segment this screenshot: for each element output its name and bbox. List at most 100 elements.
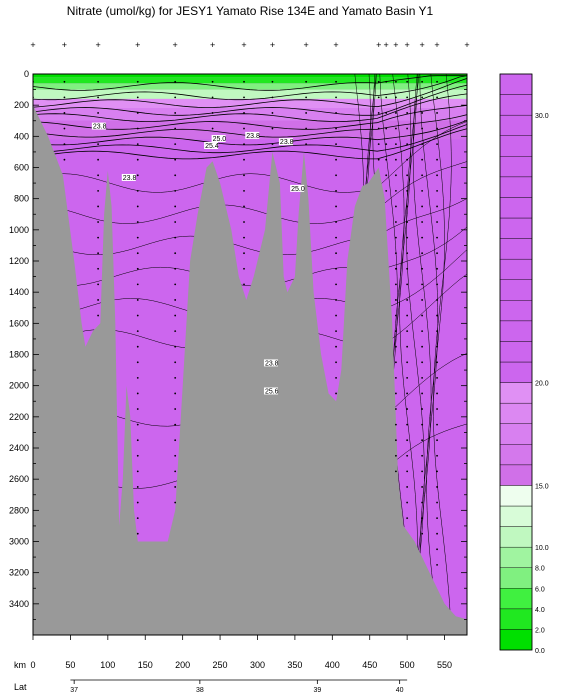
x-tick-label: 150	[138, 660, 153, 670]
colorbar-segment	[499, 361, 533, 383]
station-plus: +	[419, 40, 424, 50]
sample-dot	[436, 454, 438, 457]
sample-dot	[385, 189, 388, 192]
sample-dot	[470, 455, 472, 457]
contour-label: 23.8	[245, 131, 260, 140]
sample-dot	[335, 96, 337, 99]
sample-dot	[136, 361, 139, 364]
sample-dot	[136, 143, 139, 146]
sample-dot	[63, 96, 66, 99]
y-tick-label: 2200	[9, 412, 29, 422]
sample-dot	[470, 377, 472, 379]
sample-dot	[436, 486, 438, 488]
lat-tick-label: 38	[196, 687, 204, 694]
contour-label-bg	[204, 142, 219, 150]
sample-dot	[335, 174, 337, 177]
sample-dot	[395, 330, 397, 333]
sample-dot	[470, 486, 472, 488]
colorbar-label: 20.0	[535, 381, 549, 388]
x-tick-label: 100	[100, 660, 115, 670]
sample-dot	[421, 299, 424, 301]
colorbar-label: 8.0	[535, 566, 545, 573]
sample-dot	[395, 80, 397, 83]
sample-dot	[335, 205, 337, 208]
sample-dot	[97, 252, 99, 255]
sample-dot	[174, 127, 177, 130]
sample-dot	[335, 143, 337, 146]
sample-dot	[174, 143, 177, 146]
sample-dot	[421, 80, 424, 83]
y-axis: 0 200 400 600 800 1000 1200 1400 1600 1800 2000 220…	[9, 69, 467, 636]
contour-label-bg	[245, 131, 260, 139]
sample-dot	[211, 112, 214, 114]
sample-dot	[136, 236, 139, 239]
sample-dot	[470, 112, 472, 114]
sample-dot	[174, 454, 177, 457]
sample-dot	[243, 143, 245, 146]
sample-dot	[385, 112, 388, 114]
sample-dot	[470, 548, 472, 550]
sample-dot	[97, 112, 99, 114]
sample-dot	[406, 96, 409, 99]
colorbar-segment	[499, 197, 533, 219]
sample-dot	[395, 345, 397, 348]
sample-dot	[436, 112, 438, 114]
colorbar-segment	[499, 567, 533, 589]
x-tick-label: 250	[213, 660, 228, 670]
sample-dot	[63, 112, 66, 114]
sample-dot	[174, 158, 177, 161]
sample-dot	[436, 314, 438, 317]
sample-dot	[243, 96, 245, 99]
contour-line	[33, 121, 467, 193]
sample-dot	[136, 205, 139, 208]
sample-dot	[421, 252, 424, 255]
sample-dot	[421, 439, 424, 442]
sample-dot	[136, 470, 139, 473]
sample-dot	[470, 221, 472, 223]
sample-dot	[470, 393, 472, 395]
sample-dot	[436, 361, 438, 364]
lat-tick-label: 39	[313, 687, 321, 694]
colorbar-segment	[499, 546, 533, 568]
sample-dot	[406, 423, 409, 426]
colorbar-segment	[499, 444, 533, 466]
colorbar-segment	[499, 464, 533, 486]
sample-dot	[436, 80, 438, 83]
sample-dot	[305, 127, 308, 130]
colorbar-segment	[499, 258, 533, 280]
sample-dot	[395, 470, 397, 473]
station-plus: +	[333, 40, 338, 50]
sample-dot	[335, 252, 337, 255]
sample-dot	[63, 143, 66, 146]
x-axis-label: km	[14, 660, 26, 670]
station-plus: +	[95, 40, 100, 50]
station-plus: +	[384, 40, 389, 50]
sample-dot	[395, 127, 397, 130]
sample-dot	[421, 189, 424, 192]
contour-line	[33, 78, 467, 108]
contour-label-text: 23.8	[93, 124, 107, 131]
sample-dot	[136, 158, 139, 161]
sample-dot	[136, 174, 139, 177]
contour-label-bg	[263, 387, 278, 395]
sample-dot	[136, 267, 139, 270]
surface-band	[33, 98, 467, 109]
sample-dot	[63, 158, 66, 161]
contour-label-text: 23.8	[246, 133, 260, 140]
sample-dot	[436, 267, 438, 270]
sample-dot	[395, 267, 397, 270]
sample-dot	[97, 236, 99, 239]
y-tick-label: 3400	[9, 599, 29, 609]
sample-dot	[470, 424, 472, 426]
sample-dot	[174, 392, 177, 395]
sample-dot	[406, 486, 409, 488]
sample-dot	[406, 112, 409, 114]
sample-dot	[395, 314, 397, 317]
sample-dot	[136, 283, 139, 286]
sample-dot	[174, 112, 177, 114]
y-tick-label: 1400	[9, 287, 29, 297]
y-tick-label: 0	[24, 69, 29, 79]
sample-dot	[470, 299, 472, 301]
sample-dot	[335, 376, 337, 379]
sample-dot	[421, 454, 424, 457]
